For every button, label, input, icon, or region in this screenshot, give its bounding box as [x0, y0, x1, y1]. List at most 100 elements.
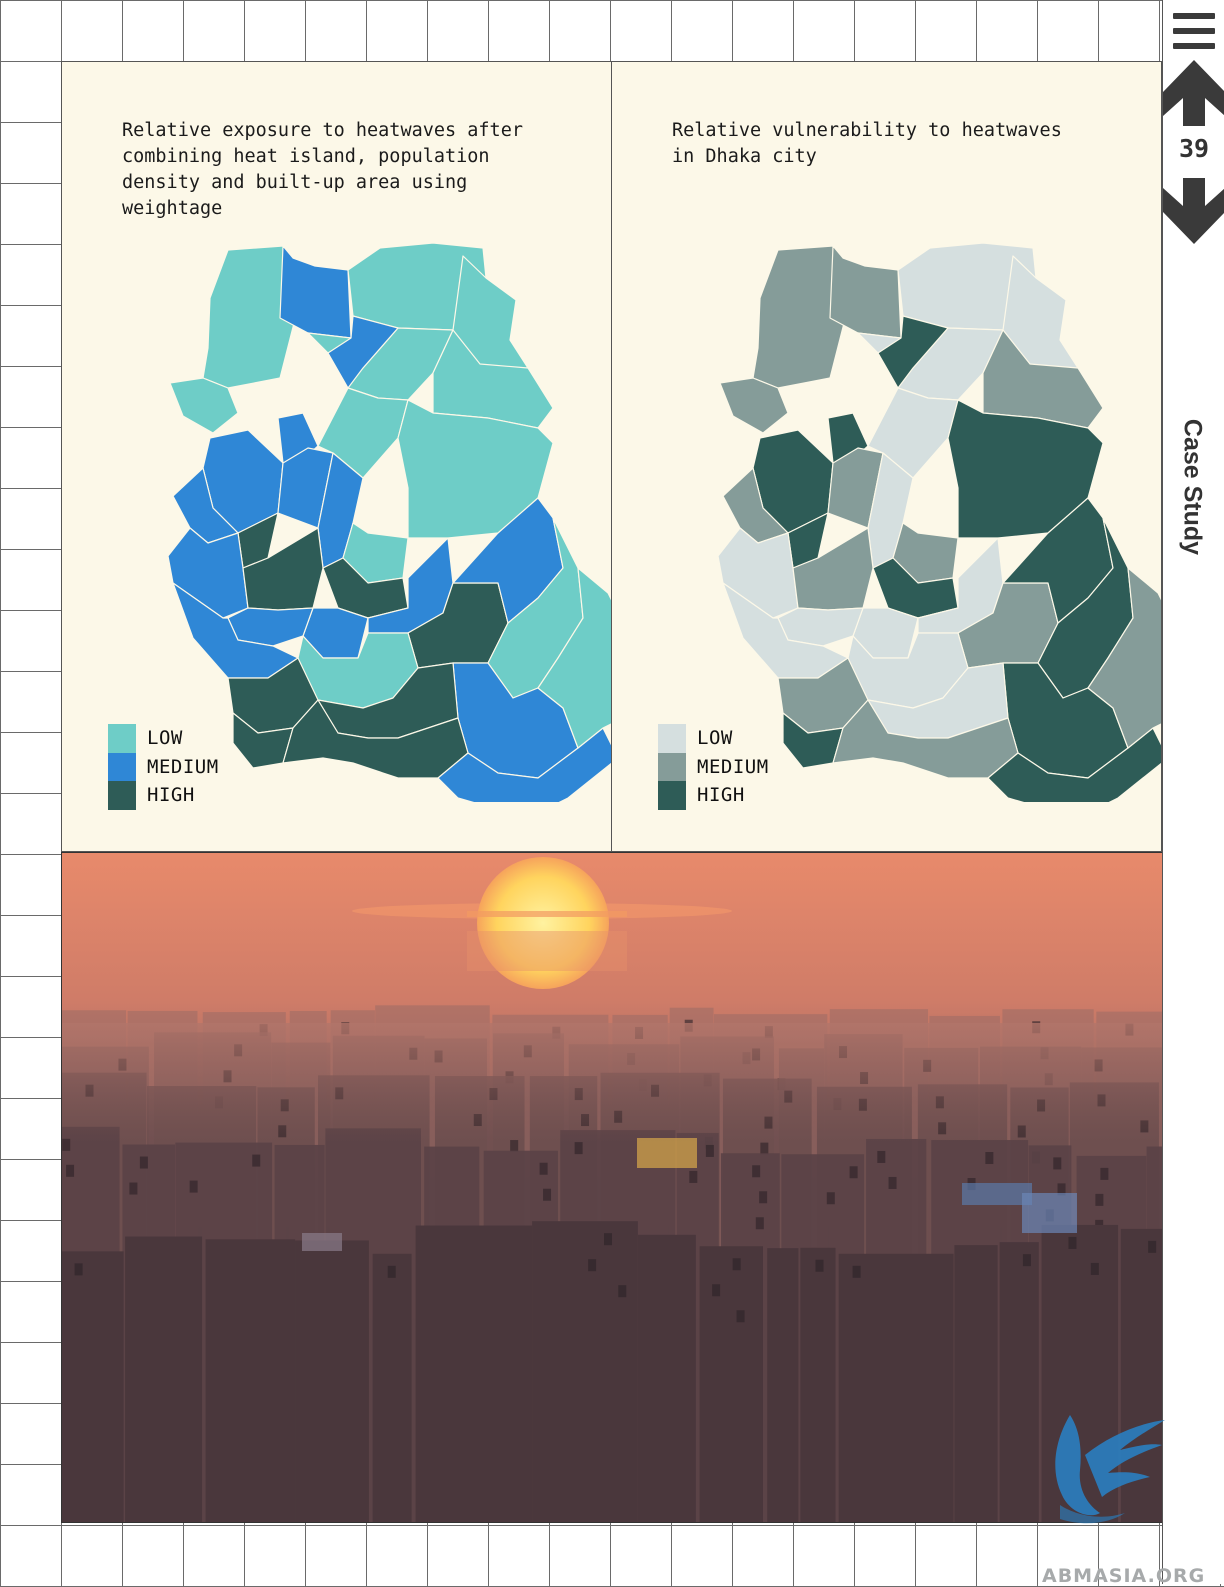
building-window — [705, 1144, 714, 1157]
building — [532, 1221, 638, 1522]
building — [62, 1251, 124, 1522]
building-window — [574, 1142, 583, 1155]
district-region — [1002, 255, 1079, 369]
building — [637, 1234, 696, 1522]
legend-row-low: LOW — [658, 724, 769, 753]
vulnerability-map — [717, 242, 1161, 802]
legend-label-high: HIGH — [697, 784, 745, 807]
legend-label-high: HIGH — [147, 784, 195, 807]
district-region — [452, 255, 529, 369]
legend-swatch-low — [108, 724, 136, 753]
building-window — [815, 1259, 824, 1272]
building-accent — [302, 1233, 342, 1251]
building-window — [852, 1265, 861, 1278]
building-window — [387, 1265, 396, 1278]
building — [838, 1253, 954, 1522]
building-window — [689, 1170, 698, 1183]
building-window — [1148, 1240, 1157, 1253]
legend-row-low: LOW — [108, 724, 219, 753]
building-window — [1022, 1254, 1031, 1267]
building-window — [129, 1182, 138, 1195]
district-region — [279, 245, 352, 339]
building-window — [1053, 1157, 1062, 1170]
building — [999, 1242, 1039, 1522]
district-region — [829, 245, 902, 339]
legend-label-medium: MEDIUM — [147, 755, 219, 778]
arrow-down-icon[interactable] — [1163, 178, 1224, 244]
building-window — [543, 1188, 552, 1201]
building-window — [759, 1191, 768, 1204]
building — [699, 1246, 763, 1522]
building-window — [752, 1165, 761, 1178]
building-window — [760, 1142, 769, 1155]
building-window — [588, 1259, 597, 1272]
district-region — [832, 699, 1019, 779]
district-region — [719, 377, 789, 434]
building-window — [1095, 1193, 1104, 1206]
side-navigation-rail: 39 — [1162, 0, 1224, 1584]
building-window — [252, 1154, 261, 1167]
legend-swatch-low — [658, 724, 686, 753]
district-region — [397, 399, 554, 539]
building — [800, 1247, 836, 1522]
vulnerability-map-panel: Relative vulnerability to heatwaves in D… — [611, 61, 1162, 852]
legend-row-high: HIGH — [108, 781, 219, 810]
building-window — [62, 1138, 71, 1151]
legend-label-low: LOW — [697, 727, 733, 750]
district-region — [282, 699, 469, 779]
building — [205, 1239, 296, 1522]
building-window — [1100, 1167, 1109, 1180]
section-label: Case Study — [1178, 418, 1207, 556]
legend-label-medium: MEDIUM — [697, 755, 769, 778]
building-window — [849, 1166, 858, 1179]
building-window — [618, 1285, 627, 1298]
building — [295, 1240, 369, 1522]
district-region — [437, 727, 611, 802]
building — [954, 1245, 998, 1522]
arrow-up-icon[interactable] — [1163, 60, 1224, 126]
legend-row-medium: MEDIUM — [658, 752, 769, 781]
building-window — [139, 1156, 148, 1169]
legend-row-high: HIGH — [658, 781, 769, 810]
page-number: 39 — [1178, 134, 1210, 163]
bird-logo-icon — [1055, 1415, 1165, 1524]
building-window — [604, 1233, 613, 1246]
exposure-map-panel: Relative exposure to heatwaves after com… — [61, 61, 612, 852]
building-window — [1057, 1183, 1066, 1196]
building-window — [985, 1152, 994, 1165]
district-region — [537, 567, 611, 749]
district-region — [169, 377, 239, 434]
vulnerability-map-legend: LOW MEDIUM HIGH — [658, 724, 769, 810]
district-region — [722, 582, 849, 679]
district-region — [172, 582, 299, 679]
sun-icon — [477, 857, 609, 989]
building-window — [1068, 1236, 1077, 1249]
legend-swatch-medium — [108, 752, 136, 781]
building-window — [712, 1284, 721, 1297]
building-window — [510, 1140, 519, 1153]
legend-swatch-high — [108, 781, 136, 810]
building-window — [74, 1263, 83, 1276]
building-accent — [962, 1183, 1032, 1205]
building-window — [1090, 1262, 1099, 1275]
legend-swatch-high — [658, 781, 686, 810]
district-region — [327, 315, 399, 389]
building — [125, 1236, 203, 1522]
building-window — [539, 1162, 548, 1175]
district-region — [1087, 567, 1161, 749]
hamburger-menu-icon[interactable] — [1173, 13, 1215, 49]
building-window — [755, 1217, 764, 1230]
building-accent — [1022, 1193, 1077, 1233]
city-sunset-photo — [61, 852, 1165, 1523]
building-window — [826, 1192, 835, 1205]
building — [372, 1253, 412, 1522]
exposure-map — [167, 242, 611, 802]
watermark-text: ABMASIA.ORG — [1042, 1565, 1206, 1587]
sunset-illustration — [62, 853, 1164, 1522]
building-window — [189, 1180, 198, 1193]
legend-label-low: LOW — [147, 727, 183, 750]
building — [767, 1248, 799, 1522]
district-region — [987, 727, 1161, 802]
district-region — [877, 315, 949, 389]
building — [415, 1225, 533, 1522]
